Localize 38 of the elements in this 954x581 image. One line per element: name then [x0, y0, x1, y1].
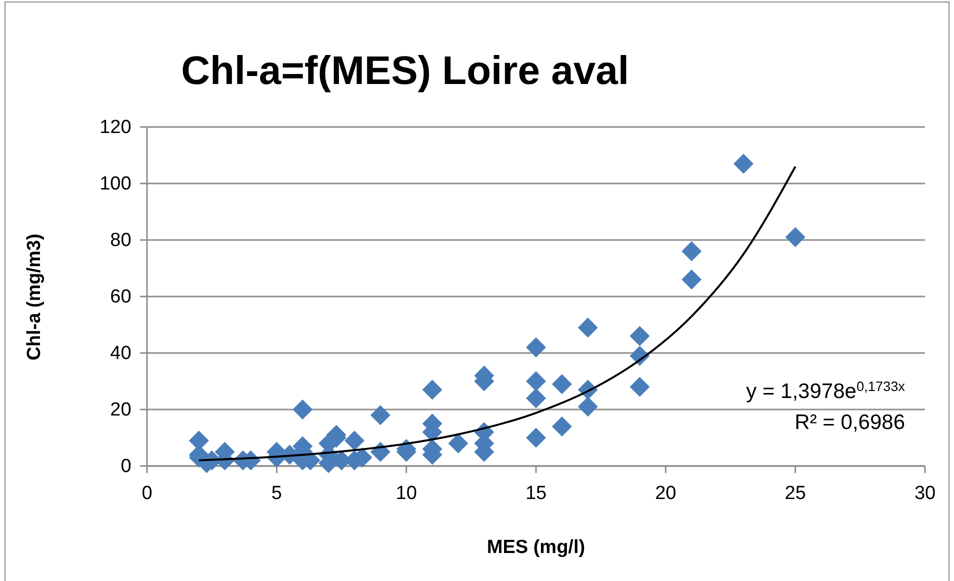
- y-tick-label: 0: [120, 456, 132, 478]
- point: [630, 326, 650, 346]
- point: [682, 241, 702, 262]
- y-tick-label: 40: [110, 343, 132, 364]
- x-tick-label: 0: [142, 482, 152, 504]
- x-axis-title: MES (mg/l): [486, 537, 586, 558]
- point: [552, 416, 572, 436]
- x-tick-label: 15: [525, 482, 547, 504]
- x-tick-label: 20: [655, 482, 676, 504]
- point: [292, 400, 313, 420]
- chart-title: Chl-a=f(MES) Loire aval: [181, 49, 629, 93]
- y-tick-label: 20: [110, 400, 132, 421]
- y-tick-label: 120: [100, 117, 132, 138]
- x-tick-label: 30: [914, 482, 936, 504]
- x-tick-label: 25: [784, 482, 806, 504]
- point: [682, 270, 702, 290]
- point: [526, 371, 546, 392]
- point: [578, 396, 598, 417]
- point: [630, 376, 650, 397]
- y-axis-title: Chl-a (mg/m3): [24, 234, 45, 360]
- annotation: y = 1,3978e$^{0,1733x}$: [746, 378, 906, 403]
- point: [448, 433, 468, 454]
- point: [422, 380, 442, 400]
- point: [344, 430, 364, 451]
- x-tick-label: 10: [396, 482, 417, 504]
- point: [526, 337, 546, 358]
- point: [785, 227, 806, 248]
- point: [370, 405, 390, 426]
- point: [526, 388, 546, 408]
- annotation: R² = 0,6986: [794, 411, 905, 434]
- y-tick-label: 80: [110, 230, 132, 252]
- point: [578, 318, 598, 338]
- y-tick-label: 60: [110, 286, 132, 308]
- y-tick-label: 100: [100, 174, 132, 195]
- point: [733, 154, 754, 174]
- point: [526, 428, 546, 448]
- point: [552, 374, 572, 394]
- x-tick-label: 5: [271, 482, 282, 504]
